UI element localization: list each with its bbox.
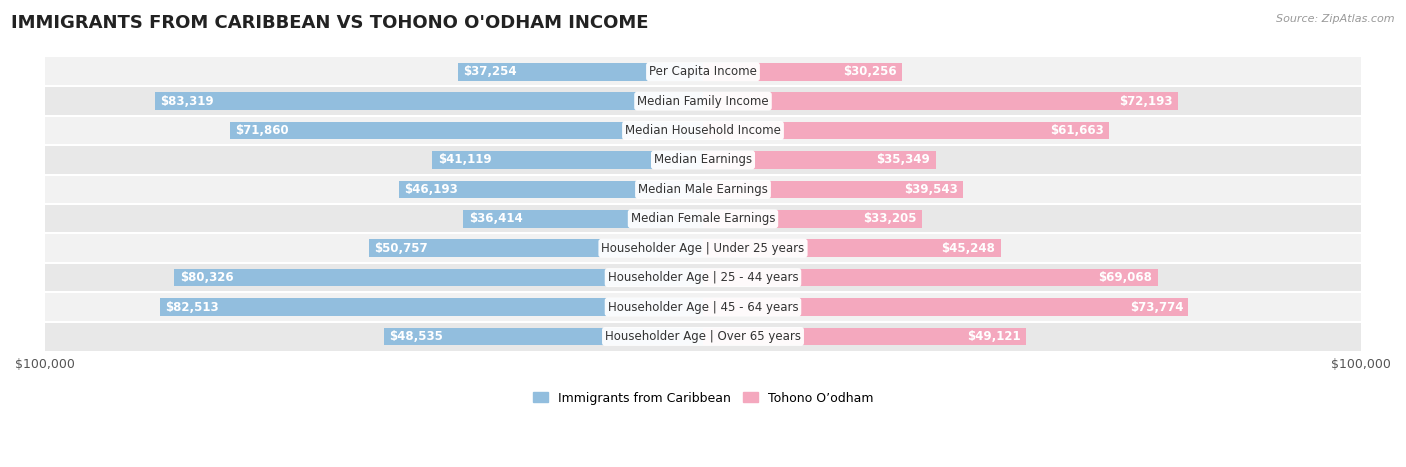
Text: Median Male Earnings: Median Male Earnings [638, 183, 768, 196]
Text: $71,860: $71,860 [235, 124, 290, 137]
Bar [703, 327, 1026, 345]
Text: Per Capita Income: Per Capita Income [650, 65, 756, 78]
Text: $82,513: $82,513 [166, 300, 219, 313]
Bar [368, 240, 703, 257]
Text: $80,326: $80,326 [180, 271, 233, 284]
Legend: Immigrants from Caribbean, Tohono O’odham: Immigrants from Caribbean, Tohono O’odha… [527, 387, 879, 410]
Text: $36,414: $36,414 [468, 212, 523, 225]
Text: $39,543: $39,543 [904, 183, 957, 196]
Text: $30,256: $30,256 [844, 65, 897, 78]
Bar [155, 92, 703, 110]
Text: $73,774: $73,774 [1129, 300, 1184, 313]
Bar [458, 63, 703, 80]
Bar [174, 269, 703, 286]
Text: Median Female Earnings: Median Female Earnings [631, 212, 775, 225]
Text: Householder Age | Over 65 years: Householder Age | Over 65 years [605, 330, 801, 343]
Text: Householder Age | 25 - 44 years: Householder Age | 25 - 44 years [607, 271, 799, 284]
Text: $69,068: $69,068 [1098, 271, 1153, 284]
Bar [45, 263, 1361, 292]
Bar [464, 210, 703, 227]
Text: Median Earnings: Median Earnings [654, 154, 752, 166]
Bar [703, 92, 1178, 110]
Text: $49,121: $49,121 [967, 330, 1021, 343]
Text: $83,319: $83,319 [160, 95, 214, 108]
Bar [384, 327, 703, 345]
Text: $37,254: $37,254 [463, 65, 517, 78]
Bar [703, 269, 1157, 286]
Bar [703, 181, 963, 198]
Text: Median Household Income: Median Household Income [626, 124, 780, 137]
Text: $45,248: $45,248 [942, 242, 995, 255]
Bar [45, 292, 1361, 322]
Bar [45, 145, 1361, 175]
Bar [160, 298, 703, 316]
Text: $46,193: $46,193 [405, 183, 458, 196]
Text: $72,193: $72,193 [1119, 95, 1173, 108]
Text: Median Family Income: Median Family Income [637, 95, 769, 108]
Text: $48,535: $48,535 [389, 330, 443, 343]
Bar [703, 210, 921, 227]
Bar [45, 57, 1361, 86]
Bar [45, 116, 1361, 145]
Bar [703, 298, 1188, 316]
Text: $61,663: $61,663 [1050, 124, 1104, 137]
Bar [703, 122, 1109, 139]
Bar [45, 234, 1361, 263]
Bar [45, 204, 1361, 234]
Text: Householder Age | 45 - 64 years: Householder Age | 45 - 64 years [607, 300, 799, 313]
Text: $33,205: $33,205 [863, 212, 917, 225]
Text: Source: ZipAtlas.com: Source: ZipAtlas.com [1277, 14, 1395, 24]
Bar [45, 175, 1361, 204]
Bar [399, 181, 703, 198]
Bar [45, 86, 1361, 116]
Text: Householder Age | Under 25 years: Householder Age | Under 25 years [602, 242, 804, 255]
Bar [703, 240, 1001, 257]
Text: $35,349: $35,349 [876, 154, 931, 166]
Bar [703, 151, 935, 169]
Bar [433, 151, 703, 169]
Bar [231, 122, 703, 139]
Text: IMMIGRANTS FROM CARIBBEAN VS TOHONO O'ODHAM INCOME: IMMIGRANTS FROM CARIBBEAN VS TOHONO O'OD… [11, 14, 648, 32]
Text: $41,119: $41,119 [437, 154, 491, 166]
Text: $50,757: $50,757 [374, 242, 427, 255]
Bar [703, 63, 903, 80]
Bar [45, 322, 1361, 351]
